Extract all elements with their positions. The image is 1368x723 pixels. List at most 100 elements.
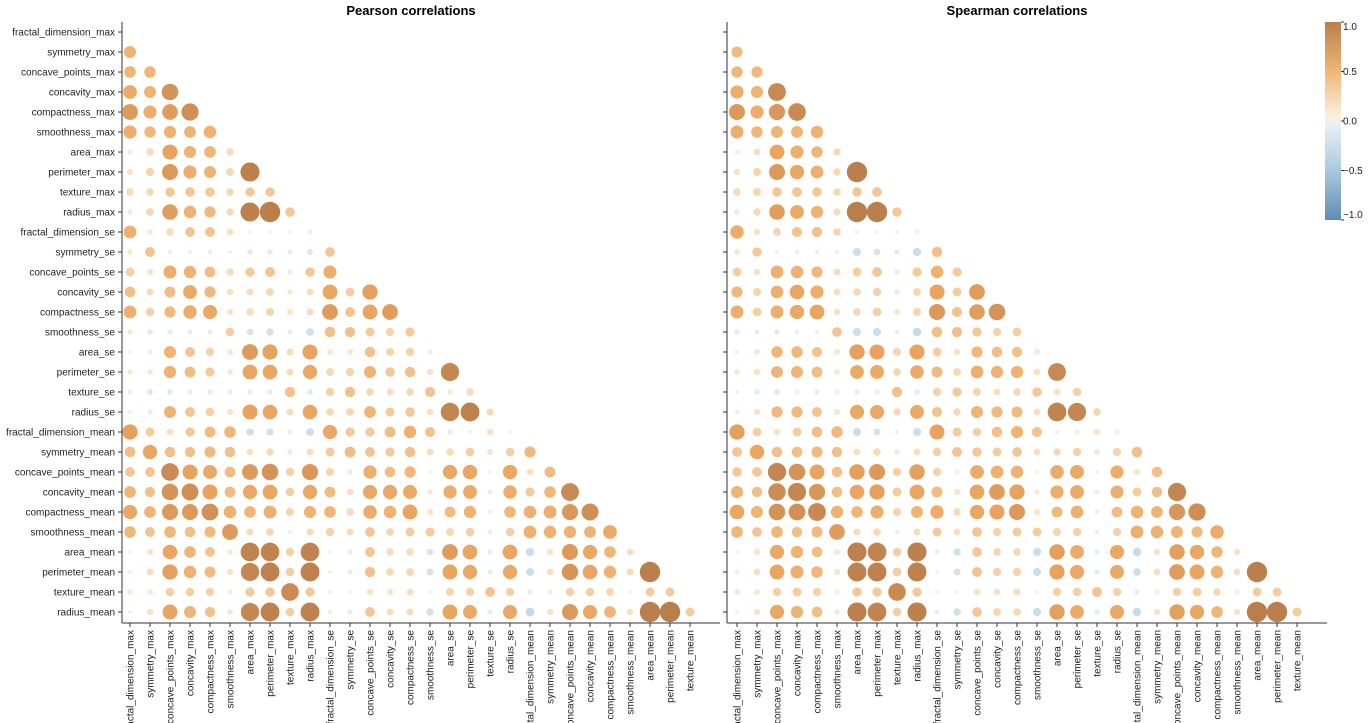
correlation-dot	[405, 527, 415, 537]
correlation-dot	[183, 265, 197, 279]
correlation-dot	[123, 225, 137, 239]
correlation-dot	[846, 201, 868, 223]
correlation-dot	[852, 267, 862, 277]
correlation-dot	[665, 587, 675, 597]
correlation-dot	[386, 528, 394, 536]
correlation-dot	[1032, 607, 1042, 617]
y-tick-label: concavity_mean	[43, 488, 115, 499]
correlation-dot	[427, 469, 433, 475]
correlation-dot	[811, 526, 823, 538]
correlation-dot	[1033, 368, 1041, 376]
correlation-dot	[1272, 587, 1282, 597]
correlation-dot	[124, 66, 136, 78]
correlation-dot	[774, 249, 780, 255]
correlation-dot	[907, 542, 927, 562]
correlation-dot	[953, 348, 961, 356]
correlation-dot	[1031, 426, 1043, 438]
correlation-dot	[563, 525, 577, 539]
x-tick-label: concave_points_mean	[566, 630, 577, 723]
correlation-dot	[993, 588, 1001, 596]
correlation-dot	[892, 507, 902, 517]
correlation-dot	[1070, 485, 1084, 499]
correlation-dot	[853, 428, 861, 436]
correlation-dot	[639, 601, 661, 623]
correlation-dot	[465, 527, 475, 537]
y-tick-label: compactness_mean	[26, 508, 116, 519]
correlation-dot	[163, 125, 177, 139]
correlation-dot	[1094, 469, 1100, 475]
correlation-dot	[834, 409, 840, 415]
correlation-dot	[734, 249, 740, 255]
x-tick-label: fractal_dimension_se	[326, 630, 337, 723]
correlation-dot	[224, 466, 236, 478]
correlation-dot	[1154, 589, 1160, 595]
correlation-dot	[1012, 527, 1022, 537]
correlation-dot	[753, 368, 761, 376]
correlation-dot	[1011, 406, 1023, 418]
correlation-dot	[226, 568, 234, 576]
correlation-dot	[1010, 425, 1024, 439]
correlation-dot	[228, 250, 232, 254]
correlation-dot	[322, 284, 338, 300]
correlation-dot	[1233, 548, 1241, 556]
colorbar-tick-label: 1.0	[1343, 22, 1357, 33]
correlation-dot	[873, 248, 881, 256]
correlation-dot	[730, 485, 744, 499]
correlation-dot	[325, 387, 335, 397]
correlation-dot	[873, 448, 881, 456]
correlation-dot	[285, 567, 295, 577]
correlation-dot	[205, 187, 215, 197]
correlation-dot	[833, 228, 841, 236]
correlation-dot	[347, 609, 353, 615]
correlation-dot	[732, 467, 742, 477]
correlation-dot	[146, 548, 154, 556]
correlation-dot	[502, 604, 518, 620]
correlation-dot	[953, 548, 961, 556]
correlation-dot	[953, 568, 961, 576]
correlation-dot	[972, 447, 982, 457]
correlation-dot	[505, 527, 515, 537]
correlation-dot	[487, 509, 493, 515]
correlation-dot	[734, 409, 740, 415]
correlation-dot	[328, 570, 332, 574]
correlation-dot	[144, 506, 156, 518]
correlation-dot	[953, 528, 961, 536]
correlation-dot	[789, 304, 805, 320]
correlation-dot	[546, 548, 554, 556]
correlation-dot	[811, 366, 823, 378]
correlation-dot	[753, 268, 761, 276]
correlation-dot	[344, 446, 356, 458]
correlation-dot	[732, 447, 742, 457]
panel-pearson: Pearson correlations fractal_dimension_ma…	[6, 3, 720, 723]
x-tick-label: concave_points_se	[366, 630, 377, 716]
correlation-dot	[406, 568, 414, 576]
correlation-dot	[991, 346, 1003, 358]
correlation-dot	[462, 564, 478, 580]
correlation-dot	[247, 389, 253, 395]
correlation-dot	[1094, 569, 1100, 575]
correlation-dot	[544, 486, 556, 498]
correlation-dot	[365, 607, 375, 617]
correlation-dot	[184, 606, 196, 618]
correlation-dot	[811, 446, 823, 458]
correlation-dot	[849, 464, 865, 480]
correlation-dot	[729, 104, 745, 120]
x-tick-label: perimeter_mean	[666, 630, 677, 703]
correlation-dot	[626, 568, 634, 576]
y-tick-label: fractal_dimension_max	[12, 28, 115, 39]
correlation-dot	[753, 228, 761, 236]
correlation-dot	[932, 387, 942, 397]
x-tick-label: fractal_dimension_max	[126, 630, 137, 723]
correlation-dot	[790, 565, 804, 579]
colorbar-tick-label: −1.0	[1343, 210, 1363, 221]
correlation-dot	[442, 564, 458, 580]
correlation-dot	[508, 430, 512, 434]
correlation-dot	[182, 464, 198, 480]
correlation-dot	[463, 485, 477, 499]
correlation-dot	[603, 565, 617, 579]
x-tick-label: smoothness_mean	[626, 630, 637, 715]
x-tick-label: concave_points_max	[773, 630, 784, 723]
correlation-dot	[1153, 608, 1161, 616]
correlation-dot	[833, 148, 841, 156]
correlation-dot	[972, 527, 982, 537]
